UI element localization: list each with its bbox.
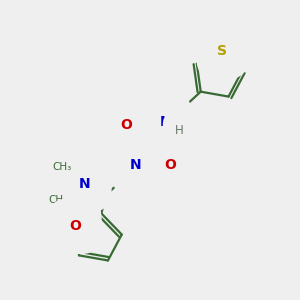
Text: O: O [164,158,176,172]
Text: CH₃: CH₃ [48,195,68,205]
Text: H: H [175,124,183,137]
Text: N: N [160,115,172,129]
Text: N: N [130,158,142,172]
Text: H: H [118,146,127,160]
Text: S: S [217,44,227,58]
Text: CH₃: CH₃ [52,162,72,172]
Text: O: O [69,219,81,233]
Text: N: N [79,177,91,191]
Text: O: O [120,118,132,132]
